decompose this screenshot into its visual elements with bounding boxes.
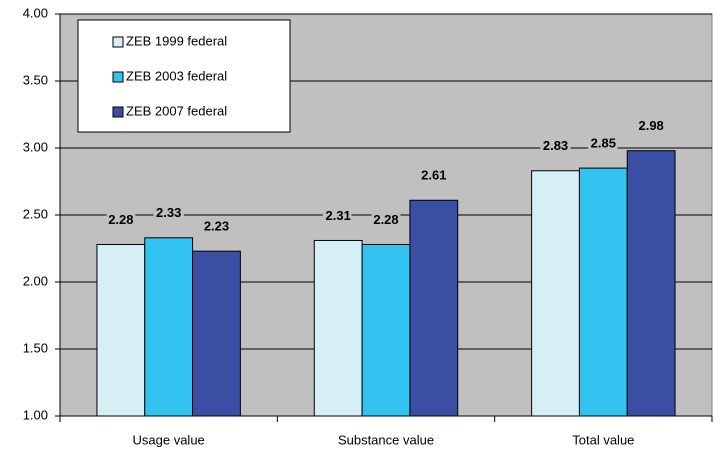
data-label: 2.85 <box>591 136 616 151</box>
x-tick-label: Substance value <box>338 432 434 447</box>
y-tick-label: 1.50 <box>23 340 48 355</box>
legend-label: ZEB 1999 federal <box>126 33 227 48</box>
x-tick-label: Total value <box>572 432 634 447</box>
bar <box>192 250 241 417</box>
bar <box>313 239 363 417</box>
legend-label: ZEB 2007 federal <box>126 103 227 118</box>
y-tick-label: 2.00 <box>23 273 48 288</box>
bar <box>409 199 459 417</box>
data-label: 2.98 <box>638 118 663 133</box>
legend-label: ZEB 2003 federal <box>126 68 227 83</box>
legend-swatch <box>112 106 124 118</box>
y-tick-label: 2.50 <box>23 206 48 221</box>
y-tick-label: 3.50 <box>23 72 48 87</box>
bar <box>96 243 146 417</box>
bar <box>531 170 580 417</box>
bar <box>578 167 628 417</box>
data-label: 2.28 <box>373 212 398 227</box>
bar <box>144 237 194 417</box>
data-label: 2.23 <box>204 219 229 234</box>
bar <box>626 150 676 417</box>
data-label: 2.83 <box>543 138 568 153</box>
data-label: 2.31 <box>326 208 351 223</box>
bar <box>361 243 411 417</box>
data-label: 2.61 <box>421 168 446 183</box>
data-label: 2.33 <box>156 205 181 220</box>
y-tick-label: 3.00 <box>23 139 48 154</box>
legend-swatch <box>112 71 124 83</box>
x-tick-label: Usage value <box>133 432 205 447</box>
y-tick-label: 1.00 <box>23 407 48 422</box>
data-label: 2.28 <box>108 212 133 227</box>
y-tick-label: 4.00 <box>23 5 48 20</box>
legend-swatch <box>112 36 124 48</box>
